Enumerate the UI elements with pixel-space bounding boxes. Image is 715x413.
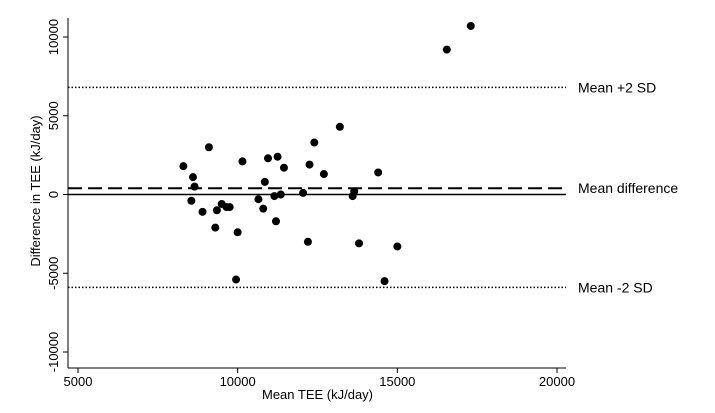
data-point bbox=[380, 277, 389, 286]
data-point bbox=[264, 154, 273, 163]
data-point bbox=[225, 203, 234, 212]
data-point bbox=[198, 207, 207, 216]
data-point bbox=[190, 182, 199, 191]
x-tick-label: 15000 bbox=[379, 374, 415, 389]
data-point bbox=[259, 204, 268, 213]
data-point bbox=[260, 177, 269, 186]
reference-line-label: Mean -2 SD bbox=[578, 279, 653, 295]
data-point bbox=[279, 163, 288, 172]
data-point bbox=[335, 122, 344, 131]
reference-line-label: Mean +2 SD bbox=[578, 79, 656, 95]
data-point bbox=[188, 173, 197, 182]
data-point bbox=[233, 228, 242, 237]
reference-line-labels: Mean +2 SD Mean difference Mean -2 SD bbox=[578, 79, 678, 295]
data-points bbox=[179, 21, 475, 286]
data-point bbox=[232, 275, 241, 284]
data-point bbox=[393, 242, 402, 251]
x-tick-label: 10000 bbox=[220, 374, 256, 389]
y-axis-ticks: -10000 -5000 0 5000 10000 bbox=[46, 19, 68, 372]
x-tick-label: 20000 bbox=[539, 374, 575, 389]
x-axis-ticks: 5000 10000 15000 20000 bbox=[64, 368, 575, 389]
y-tick-label: 10000 bbox=[46, 19, 61, 55]
data-point bbox=[238, 157, 247, 166]
data-point bbox=[299, 188, 308, 197]
data-point bbox=[310, 138, 319, 147]
data-point bbox=[350, 187, 359, 196]
y-tick-label: -10000 bbox=[46, 332, 61, 372]
data-point bbox=[179, 162, 188, 171]
data-point bbox=[212, 206, 221, 215]
reference-lines bbox=[68, 86, 566, 289]
data-point bbox=[442, 45, 451, 54]
data-point bbox=[276, 190, 285, 199]
y-tick-label: 0 bbox=[46, 191, 61, 198]
data-point bbox=[211, 223, 220, 232]
data-point bbox=[270, 192, 279, 201]
reference-line-label: Mean difference bbox=[578, 180, 678, 196]
y-tick-label: 5000 bbox=[46, 101, 61, 130]
y-tick-label: -5000 bbox=[46, 257, 61, 290]
data-point bbox=[466, 21, 475, 30]
data-point bbox=[254, 195, 263, 204]
data-point bbox=[271, 217, 280, 226]
x-tick-label: 5000 bbox=[64, 374, 93, 389]
data-point bbox=[273, 152, 282, 161]
y-axis-label: Difference in TEE (kJ/day) bbox=[28, 115, 43, 266]
data-point bbox=[303, 237, 312, 246]
data-point bbox=[374, 168, 383, 177]
data-point bbox=[204, 143, 213, 152]
data-point bbox=[319, 170, 328, 179]
data-point bbox=[187, 196, 196, 205]
data-point bbox=[355, 239, 364, 248]
data-point bbox=[305, 160, 314, 169]
x-axis-label: Mean TEE (kJ/day) bbox=[262, 387, 373, 402]
